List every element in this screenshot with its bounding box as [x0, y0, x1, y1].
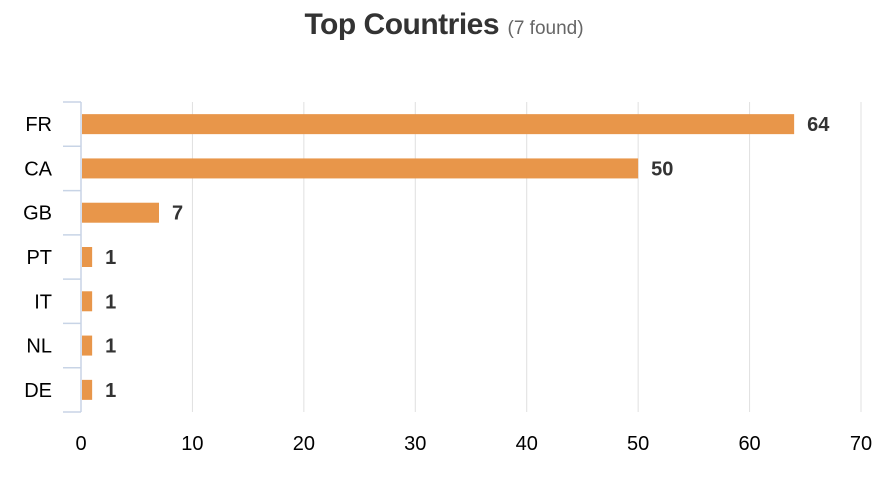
x-tick-label: 30	[404, 433, 426, 455]
x-tick-label: 70	[850, 433, 872, 455]
bar-de[interactable]	[82, 379, 93, 400]
chart-subtitle: (7 found)	[507, 18, 584, 39]
x-tick-label: 50	[627, 433, 649, 455]
category-label: GB	[23, 203, 52, 225]
bar-gb[interactable]	[82, 202, 159, 223]
bar-it[interactable]	[82, 291, 93, 312]
chart-title-area: Top Countries (7 found)	[0, 8, 888, 42]
data-label: 50	[651, 158, 673, 180]
chart-title: Top Countries	[304, 8, 500, 41]
x-tick-label: 40	[516, 433, 538, 455]
x-tick-label: 0	[75, 433, 86, 455]
bar-pt[interactable]	[82, 247, 93, 267]
category-label: CA	[24, 158, 52, 180]
bar-nl[interactable]	[82, 335, 93, 356]
data-label: 64	[807, 114, 830, 136]
grid-lines	[191, 102, 862, 412]
x-tick-label: 20	[293, 433, 315, 455]
data-label: 7	[172, 203, 183, 225]
category-label: NL	[26, 336, 52, 358]
data-label: 1	[105, 247, 116, 269]
bar-ca[interactable]	[82, 158, 639, 179]
data-label: 1	[105, 380, 116, 402]
category-label: FR	[25, 114, 52, 136]
category-label: IT	[34, 291, 52, 313]
category-label: PT	[26, 247, 52, 269]
bar-fr[interactable]	[82, 114, 795, 135]
x-tick-label: 10	[181, 433, 203, 455]
y-axis	[63, 101, 82, 413]
data-label: 1	[105, 336, 116, 358]
labels: 0 10 20 30 40 50 60 70 FR 64 CA 50 GB 7 PT 1 IT 1 NL 1 DE 1	[23, 114, 872, 455]
data-label: 1	[105, 291, 116, 313]
category-label: DE	[24, 380, 52, 402]
x-tick-label: 60	[738, 433, 760, 455]
bars	[82, 114, 795, 400]
